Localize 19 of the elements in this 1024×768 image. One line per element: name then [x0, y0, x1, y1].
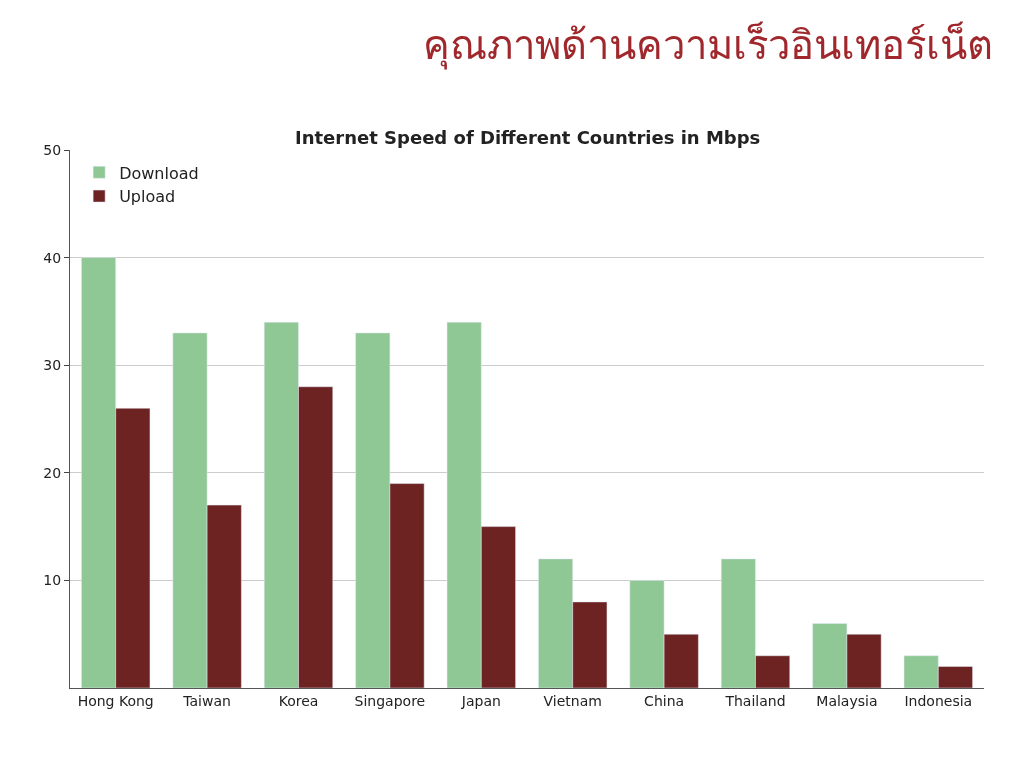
x-tick-label: Hong Kong [77, 692, 154, 709]
x-tick-label: Korea [278, 692, 319, 709]
legend-label: Upload [119, 187, 176, 207]
y-tick-label: 40 [43, 249, 62, 266]
y-tick-label: 50 [43, 141, 62, 158]
x-tick-label: Japan [460, 692, 501, 709]
chart-title: คุณภาพด้านความเร็วอินเทอร์เน็ต [423, 20, 994, 70]
y-tick-label: 10 [43, 572, 62, 589]
legend-label: Download [119, 163, 199, 183]
y-tick-label: 30 [43, 357, 62, 374]
x-tick-label: Thailand [724, 692, 786, 709]
chart-subtitle: Internet Speed of Different Countries in Mbps [295, 127, 761, 148]
x-tick-label: Singapore [354, 692, 426, 709]
x-tick-label: Taiwan [182, 692, 231, 709]
x-tick-label: Malaysia [816, 692, 878, 709]
y-tick-label: 20 [43, 464, 62, 481]
x-tick-label: Indonesia [904, 692, 973, 709]
x-tick-label: Vietnam [543, 692, 602, 709]
x-tick-label: China [644, 692, 685, 709]
